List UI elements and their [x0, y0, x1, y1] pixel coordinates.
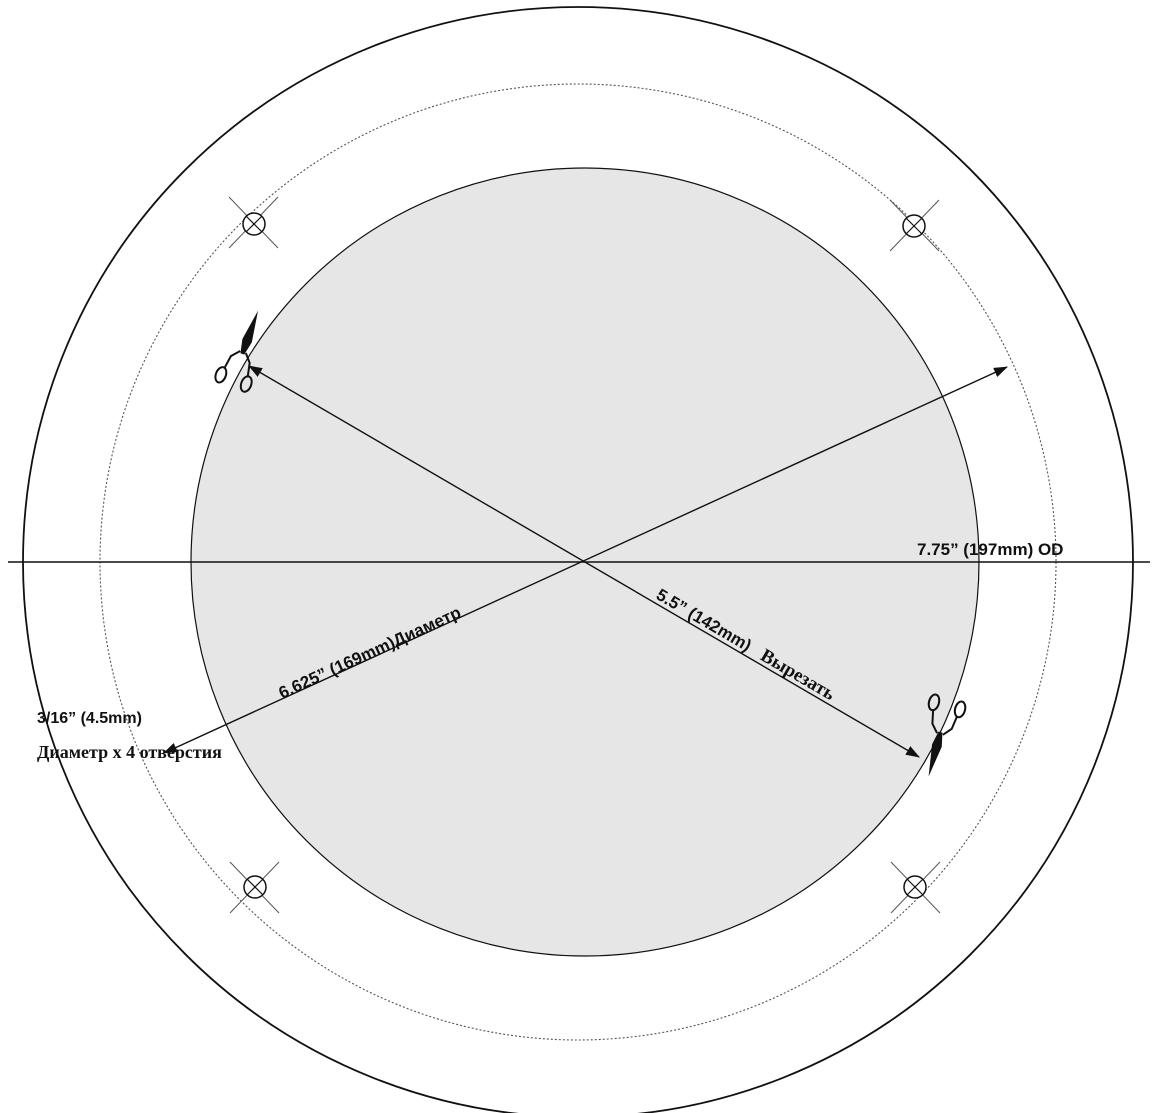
hole-count-note: Диаметр x 4 отверстия — [37, 742, 222, 762]
mounting-hole-bottom-left — [229, 861, 280, 914]
crosshair-hole-icon — [229, 861, 280, 914]
mounting-hole-top-right — [889, 199, 940, 252]
crosshair-hole-icon — [228, 196, 279, 249]
mounting-hole-bottom-right — [890, 861, 941, 914]
cutout-diameter-arrow — [248, 365, 920, 758]
mounting-hole-top-left — [228, 196, 279, 249]
outer-diameter-label: 7.75” (197mm) OD — [917, 540, 1063, 559]
crosshair-hole-icon — [890, 861, 941, 914]
hole-size-note: 3/16” (4.5mm) — [37, 710, 142, 727]
crosshair-hole-icon — [889, 199, 940, 252]
